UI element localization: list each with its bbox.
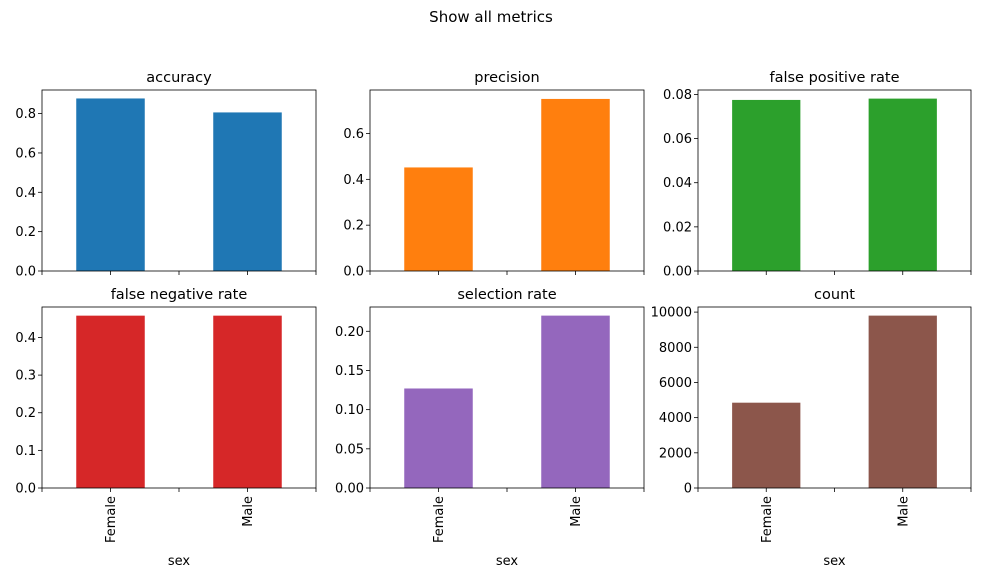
bar-male — [213, 112, 282, 272]
y-tick-label: 0.00 — [335, 482, 364, 497]
y-tick-label: 0.4 — [343, 173, 364, 188]
subplot-title: count — [814, 287, 855, 303]
bar-female — [404, 388, 473, 488]
y-tick-label: 6000 — [659, 376, 692, 391]
bar-male — [213, 315, 282, 488]
subplot-title: accuracy — [146, 70, 212, 86]
bar-female — [76, 315, 145, 488]
subplot-false-positive-rate: false positive rate 0.00 0.02 0.04 0.06 0.08 — [663, 70, 972, 280]
y-tick-label: 0.2 — [15, 406, 36, 421]
subplot-precision: precision 0.0 0.2 0.4 0.6 — [343, 70, 645, 280]
bar-female — [76, 98, 145, 272]
y-tick-label: 0.2 — [15, 225, 36, 240]
plot-frame — [369, 89, 645, 272]
bar-male — [868, 315, 937, 488]
subplot-title: false negative rate — [111, 287, 248, 303]
plot-frame — [697, 306, 972, 489]
y-tick-label: 0.15 — [335, 364, 364, 379]
y-tick-label: 8000 — [659, 341, 692, 356]
bar-female — [732, 402, 801, 488]
plot-frame — [697, 89, 972, 272]
y-tick-label: 0.10 — [335, 403, 364, 418]
plot-frame — [41, 89, 317, 272]
bar-male — [541, 315, 610, 488]
subplot-selection-rate: selection rate 0.00 0.05 0.10 0.15 0.20 Female… — [335, 287, 645, 569]
y-tick-label: 0.0 — [15, 265, 36, 280]
y-tick-label: 0.1 — [15, 444, 36, 459]
bar-female — [404, 167, 473, 271]
figure-title: Show all metrics — [429, 8, 553, 26]
y-tick-label: 0.6 — [343, 127, 364, 142]
subplot-accuracy: accuracy 0.0 0.2 0.4 0.6 0.8 — [15, 70, 317, 280]
x-tick-label: Female — [432, 496, 447, 543]
subplot-title: selection rate — [457, 287, 556, 303]
plot-frame — [369, 306, 645, 489]
bar-female — [732, 99, 801, 272]
subplot-title: false positive rate — [769, 70, 899, 86]
bar-male — [868, 98, 937, 271]
y-tick-label: 0 — [684, 482, 692, 497]
y-tick-label: 0.04 — [663, 176, 692, 191]
plot-frame — [41, 306, 317, 489]
y-tick-label: 0.0 — [343, 265, 364, 280]
x-tick-label: Female — [104, 496, 119, 543]
x-tick-label: Male — [569, 496, 584, 527]
x-axis-label: sex — [496, 554, 519, 569]
y-tick-label: 0.05 — [335, 442, 364, 457]
x-tick-label: Female — [760, 496, 775, 543]
y-tick-label: 0.02 — [663, 220, 692, 235]
y-tick-label: 0.06 — [663, 132, 692, 147]
bar-male — [541, 98, 610, 271]
subplot-count: count 0 2000 4000 6000 8000 10000 Female Male sex — [651, 287, 972, 569]
y-tick-label: 0.8 — [15, 107, 36, 122]
subplot-false-negative-rate: false negative rate 0.0 0.1 0.2 0.3 0.4 Female… — [15, 287, 317, 569]
y-tick-label: 10000 — [651, 306, 692, 321]
subplot-title: precision — [474, 70, 539, 86]
y-tick-label: 0.08 — [663, 88, 692, 103]
y-tick-label: 0.6 — [15, 146, 36, 161]
y-tick-label: 0.20 — [335, 325, 364, 340]
x-axis-label: sex — [823, 554, 846, 569]
y-tick-label: 0.00 — [663, 265, 692, 280]
subplot-grid: accuracy 0.0 0.2 0.4 0.6 0.8 precision 0.0 0.2 0.… — [15, 70, 972, 569]
y-tick-label: 0.4 — [15, 186, 36, 201]
y-tick-label: 4000 — [659, 411, 692, 426]
y-tick-label: 0.2 — [343, 219, 364, 234]
y-tick-label: 0.3 — [15, 369, 36, 384]
x-tick-label: Male — [241, 496, 256, 527]
y-tick-label: 2000 — [659, 446, 692, 461]
y-tick-label: 0.4 — [15, 331, 36, 346]
x-axis-label: sex — [168, 554, 191, 569]
x-tick-label: Male — [896, 496, 911, 527]
y-tick-label: 0.0 — [15, 482, 36, 497]
